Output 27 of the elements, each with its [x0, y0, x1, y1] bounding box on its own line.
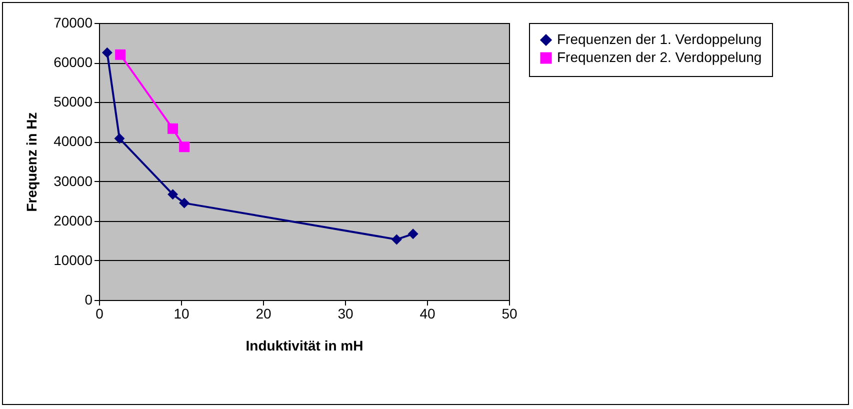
point [115, 49, 126, 60]
point [168, 189, 178, 200]
legend-label: Frequenzen der 1. Verdoppelung [557, 31, 762, 47]
point [391, 234, 402, 245]
point [102, 47, 112, 58]
y-tick-label: 50000 [54, 94, 93, 110]
y-tick-label: 30000 [54, 172, 93, 189]
x-tick-label: 50 [502, 306, 518, 322]
x-tick-label: 40 [420, 306, 436, 322]
y-tick-label: 20000 [54, 212, 93, 228]
x-tick-label: 30 [338, 306, 354, 322]
x-tick-label: 20 [256, 306, 272, 322]
y-tick-label: 40000 [54, 133, 93, 150]
y-axis-title: Frequenz in Hz [24, 112, 40, 212]
point [408, 228, 418, 240]
legend-label: Frequenzen der 2. Verdoppelung [557, 49, 762, 65]
y-tick-label: 70000 [54, 14, 93, 30]
point [168, 123, 178, 134]
x-tick-label: 0 [96, 306, 104, 322]
y-tick-label: 0 [84, 292, 93, 308]
point [179, 198, 190, 208]
x-tick-label: 10 [174, 306, 190, 322]
y-tick-label: 10000 [54, 252, 93, 268]
y-tick-label: 60000 [54, 54, 93, 70]
point [114, 133, 125, 144]
x-axis-title: Induktivität in mH [246, 338, 364, 354]
point [179, 142, 190, 152]
